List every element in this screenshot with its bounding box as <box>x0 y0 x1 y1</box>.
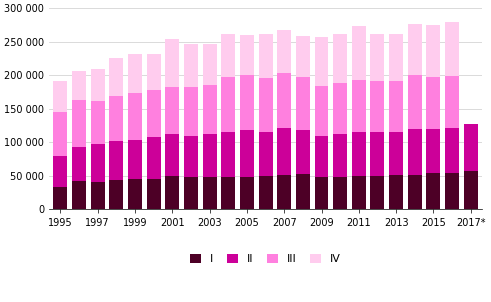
Bar <box>259 176 273 210</box>
Bar <box>352 132 366 176</box>
Bar <box>240 130 254 177</box>
Bar <box>165 39 179 87</box>
Bar <box>128 179 142 210</box>
Bar <box>109 180 123 210</box>
Bar <box>91 182 105 210</box>
Bar <box>109 141 123 180</box>
Bar <box>128 54 142 93</box>
Bar <box>165 87 179 134</box>
Bar <box>221 177 235 210</box>
Bar <box>91 69 105 101</box>
Bar <box>315 177 328 210</box>
Bar <box>464 124 478 171</box>
Bar <box>277 73 291 128</box>
Bar <box>445 173 459 210</box>
Bar <box>54 156 67 187</box>
Bar <box>147 178 161 210</box>
Bar <box>277 30 291 73</box>
Bar <box>333 83 347 134</box>
Bar <box>147 90 161 137</box>
Bar <box>352 26 366 80</box>
Bar <box>54 112 67 156</box>
Bar <box>165 134 179 176</box>
Bar <box>371 34 384 81</box>
Bar <box>128 140 142 179</box>
Bar <box>54 81 67 112</box>
Bar <box>91 101 105 144</box>
Bar <box>240 35 254 75</box>
Bar <box>296 36 310 77</box>
Bar <box>426 129 440 173</box>
Bar <box>72 147 86 181</box>
Bar <box>371 176 384 210</box>
Bar <box>408 175 422 210</box>
Bar <box>277 175 291 210</box>
Bar <box>165 176 179 210</box>
Bar <box>221 132 235 177</box>
Bar <box>445 76 459 128</box>
Bar <box>296 174 310 210</box>
Bar <box>203 85 217 134</box>
Bar <box>389 132 403 175</box>
Bar <box>109 58 123 96</box>
Bar <box>240 75 254 130</box>
Bar <box>259 34 273 78</box>
Bar <box>184 44 198 87</box>
Bar <box>221 34 235 77</box>
Bar <box>259 132 273 176</box>
Bar <box>184 136 198 177</box>
Bar <box>426 77 440 129</box>
Bar <box>352 80 366 132</box>
Bar <box>128 93 142 140</box>
Bar <box>147 137 161 178</box>
Bar <box>72 100 86 147</box>
Bar <box>445 128 459 173</box>
Bar <box>426 25 440 77</box>
Bar <box>203 44 217 85</box>
Bar <box>277 128 291 175</box>
Bar <box>333 134 347 177</box>
Bar <box>464 171 478 210</box>
Bar <box>389 81 403 132</box>
Bar <box>426 173 440 210</box>
Bar <box>296 130 310 174</box>
Bar <box>259 78 273 132</box>
Bar <box>445 21 459 76</box>
Bar <box>389 34 403 81</box>
Bar <box>408 24 422 75</box>
Bar <box>184 87 198 136</box>
Bar <box>389 175 403 210</box>
Bar <box>240 177 254 210</box>
Bar <box>315 86 328 136</box>
Bar <box>203 177 217 210</box>
Bar <box>72 181 86 210</box>
Bar <box>203 134 217 177</box>
Bar <box>72 71 86 100</box>
Bar <box>408 75 422 129</box>
Legend: I, II, III, IV: I, II, III, IV <box>191 254 341 264</box>
Bar <box>352 176 366 210</box>
Bar <box>333 34 347 83</box>
Bar <box>315 37 328 86</box>
Bar <box>147 54 161 90</box>
Bar <box>296 77 310 130</box>
Bar <box>54 187 67 210</box>
Bar <box>371 132 384 176</box>
Bar <box>91 144 105 182</box>
Bar <box>221 77 235 132</box>
Bar <box>184 177 198 210</box>
Bar <box>109 96 123 141</box>
Bar <box>408 129 422 175</box>
Bar <box>315 136 328 177</box>
Bar <box>371 81 384 132</box>
Bar <box>333 177 347 210</box>
